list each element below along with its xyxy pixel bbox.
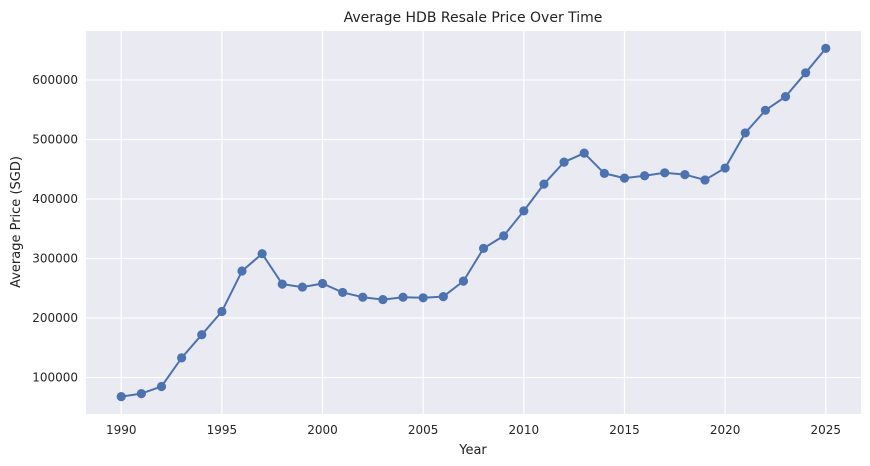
x-tick-label: 2005 [408,423,439,437]
data-point [821,43,831,54]
data-point [297,282,307,292]
data-point [801,68,811,78]
data-point [559,157,569,167]
x-tick-label: 2000 [307,423,338,437]
data-point [539,179,549,189]
x-tick-label: 2020 [710,423,741,437]
x-tick-label: 1990 [106,423,137,437]
y-tick-label: 400000 [32,192,78,206]
data-point [720,163,730,173]
data-point [599,168,609,178]
y-tick-label: 100000 [32,371,78,385]
data-point [619,173,630,183]
x-tick-label: 2025 [810,423,841,437]
data-point [136,389,146,399]
data-point [499,231,509,241]
data-point [378,294,388,305]
y-axis-ticks: 100000 200000 300000 400000 500000 600000 [32,73,78,385]
y-tick-label: 600000 [32,73,78,87]
data-point [478,243,489,253]
data-point [579,148,589,158]
x-tick-label: 2010 [509,423,540,437]
y-tick-label: 200000 [32,311,78,325]
data-point [760,105,770,115]
data-point [197,330,207,340]
data-point [700,175,710,185]
chart-title: Average HDB Resale Price Over Time [344,10,603,26]
x-axis-label: Year [458,443,487,458]
data-point [519,206,529,216]
y-axis-label: Average Price (SGD) [9,156,24,288]
data-points [116,43,831,402]
data-point [640,171,650,181]
grid-lines [86,31,861,414]
data-point [398,292,408,302]
data-point [277,279,287,289]
data-point [780,92,791,102]
x-tick-label: 2015 [609,423,640,437]
plot-area [86,31,861,414]
data-point [740,128,750,138]
data-point [418,293,428,303]
data-point [317,278,328,289]
data-point [156,381,167,392]
data-point [358,292,368,302]
data-point [237,266,247,276]
data-point [257,249,267,259]
y-tick-label: 500000 [32,132,78,146]
data-point [177,353,187,363]
data-point [217,306,227,317]
y-tick-label: 300000 [32,252,78,266]
data-point [438,292,448,302]
data-point [660,168,670,178]
data-point [338,287,348,298]
x-axis-ticks: 1990 1995 2000 2005 2010 2015 2020 2025 [106,423,841,437]
x-tick-label: 1995 [207,423,238,437]
data-point [680,169,690,180]
data-point [458,276,469,286]
data-point [116,391,126,402]
